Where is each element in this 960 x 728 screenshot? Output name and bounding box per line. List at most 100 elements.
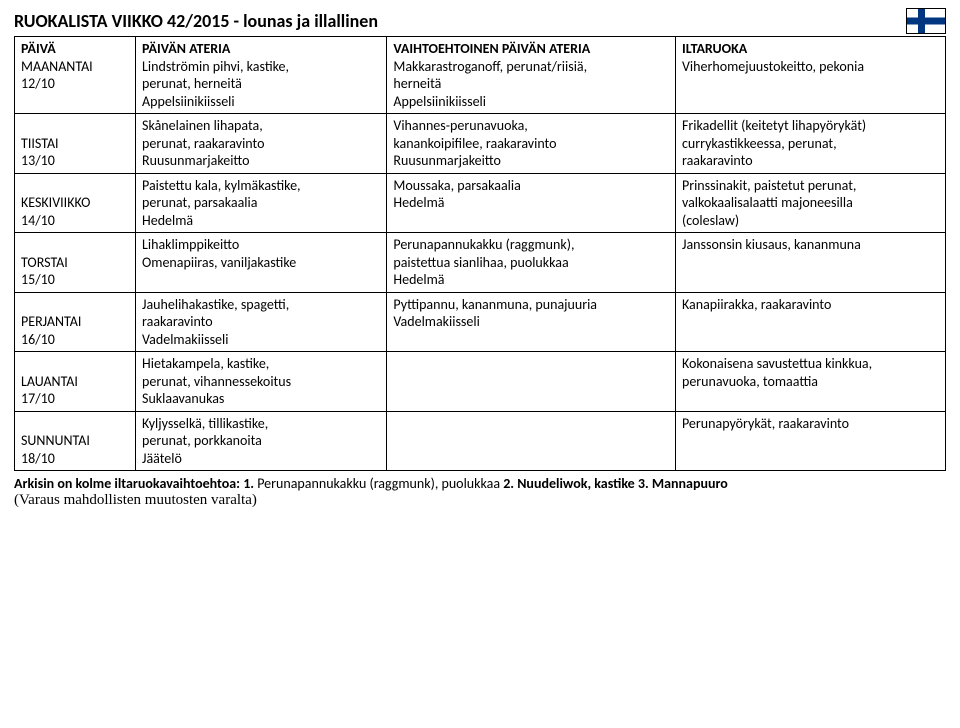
evening-meal: Perunapyörykät, raakaravinto: [675, 411, 945, 471]
evening-meal-line: (coleslaw): [682, 212, 939, 230]
day-cell: PÄIVÄMAANANTAI12/10: [15, 37, 136, 114]
main-meal-line: raakaravinto: [142, 313, 380, 331]
footer-opt1: Perunapannukakku (raggmunk), puolukkaa: [254, 475, 503, 492]
evening-meal-line: Perunapyörykät, raakaravinto: [682, 415, 939, 433]
main-meal-line: Kyljysselkä, tillikastike,: [142, 415, 380, 433]
day-date: 17/10: [21, 390, 129, 408]
main-meal: Kyljysselkä, tillikastike,perunat, porkk…: [136, 411, 387, 471]
alt-meal-line: Ruusunmarjakeitto: [393, 152, 669, 170]
table-row: KESKIVIIKKO14/10Paistettu kala, kylmäkas…: [15, 173, 946, 233]
main-meal-header: PÄIVÄN ATERIA: [142, 40, 380, 58]
main-meal-line: perunat, vihannessekoitus: [142, 373, 380, 391]
table-row: SUNNUNTAI18/10Kyljysselkä, tillikastike,…: [15, 411, 946, 471]
alt-meal: Moussaka, parsakaaliaHedelmä: [387, 173, 676, 233]
evening-meal: Kanapiirakka, raakaravinto: [675, 292, 945, 352]
evening-meal: Janssonsin kiusaus, kananmuna: [675, 233, 945, 293]
main-meal-line: Hedelmä: [142, 212, 380, 230]
day-cell: SUNNUNTAI18/10: [15, 411, 136, 471]
alt-meal: Vihannes-perunavuoka,kanankoipifilee, ra…: [387, 114, 676, 174]
evening-meal-line: perunavuoka, tomaattia: [682, 373, 939, 391]
main-meal-line: Jauhelihakastike, spagetti,: [142, 296, 380, 314]
col-day-header: PÄIVÄ: [21, 40, 56, 57]
day-date: 16/10: [21, 331, 129, 349]
evening-meal-header: ILTARUOKA: [682, 40, 939, 58]
main-meal: LihaklimppikeittoOmenapiiras, vaniljakas…: [136, 233, 387, 293]
day-date: 15/10: [21, 271, 129, 289]
alt-meal-line: paistettua sianlihaa, puolukkaa: [393, 254, 669, 272]
table-row: TIISTAI13/10Skånelainen lihapata,perunat…: [15, 114, 946, 174]
alt-meal-line: Vihannes-perunavuoka,: [393, 117, 669, 135]
table-row: TORSTAI15/10LihaklimppikeittoOmenapiiras…: [15, 233, 946, 293]
main-meal-line: perunat, raakaravinto: [142, 135, 380, 153]
alt-meal-line: Perunapannukakku (raggmunk),: [393, 236, 669, 254]
day-cell: KESKIVIIKKO14/10: [15, 173, 136, 233]
alt-meal-line: herneitä: [393, 75, 669, 93]
evening-meal-line: Kokonaisena savustettua kinkkua,: [682, 355, 939, 373]
evening-meal: Prinssinakit, paistetut perunat,valkokaa…: [675, 173, 945, 233]
alt-meal-header: VAIHTOEHTOINEN PÄIVÄN ATERIA: [393, 40, 669, 58]
main-meal: Jauhelihakastike, spagetti,raakaravintoV…: [136, 292, 387, 352]
alt-meal-line: Moussaka, parsakaalia: [393, 177, 669, 195]
evening-meal-line: valkokaalisalaatti majoneesilla: [682, 194, 939, 212]
evening-meal-line: Kanapiirakka, raakaravinto: [682, 296, 939, 314]
main-meal-line: Hietakampela, kastike,: [142, 355, 380, 373]
footer-b3: 3.: [638, 475, 649, 492]
day-cell: LAUANTAI17/10: [15, 352, 136, 412]
alt-meal-line: kanankoipifilee, raakaravinto: [393, 135, 669, 153]
header: RUOKALISTA VIIKKO 42/2015 - lounas ja il…: [14, 8, 946, 34]
day-name: PERJANTAI: [21, 313, 129, 331]
day-cell: TORSTAI15/10: [15, 233, 136, 293]
footer-opt2: Nuudeliwok, kastike: [514, 475, 638, 492]
evening-meal: ILTARUOKAViherhomejuustokeitto, pekonia: [675, 37, 945, 114]
main-meal-line: Ruusunmarjakeitto: [142, 152, 380, 170]
day-date: 13/10: [21, 152, 129, 170]
main-meal-line: Lindströmin pihvi, kastike,: [142, 58, 380, 76]
main-meal-line: Vadelmakiisseli: [142, 331, 380, 349]
main-meal-line: Skånelainen lihapata,: [142, 117, 380, 135]
footer-opt3: Mannapuuro: [649, 475, 728, 492]
alt-meal: VAIHTOEHTOINEN PÄIVÄN ATERIAMakkarastrog…: [387, 37, 676, 114]
table-row: PÄIVÄMAANANTAI12/10PÄIVÄN ATERIALindströ…: [15, 37, 946, 114]
alt-meal-line: Pyttipannu, kananmuna, punajuuria: [393, 296, 669, 314]
day-name: LAUANTAI: [21, 373, 129, 391]
day-cell: TIISTAI13/10: [15, 114, 136, 174]
footer: Arkisin on kolme iltaruokavaihtoehtoa: 1…: [14, 475, 946, 509]
main-meal-line: Omenapiiras, vaniljakastike: [142, 254, 380, 272]
day-name: TIISTAI: [21, 135, 129, 153]
main-meal-line: Paistettu kala, kylmäkastike,: [142, 177, 380, 195]
main-meal: Paistettu kala, kylmäkastike,perunat, pa…: [136, 173, 387, 233]
alt-meal: Perunapannukakku (raggmunk),paistettua s…: [387, 233, 676, 293]
finland-flag-icon: [906, 8, 946, 34]
day-date: 18/10: [21, 450, 129, 468]
main-meal-line: Suklaavanukas: [142, 390, 380, 408]
main-meal-line: perunat, porkkanoita: [142, 432, 380, 450]
main-meal: PÄIVÄN ATERIALindströmin pihvi, kastike,…: [136, 37, 387, 114]
alt-meal: [387, 352, 676, 412]
alt-meal-line: Vadelmakiisseli: [393, 313, 669, 331]
table-row: LAUANTAI17/10Hietakampela, kastike,perun…: [15, 352, 946, 412]
footer-lead: Arkisin on kolme iltaruokavaihtoehtoa: 1…: [14, 475, 254, 492]
evening-meal-line: Frikadellit (keitetyt lihapyörykät): [682, 117, 939, 135]
main-meal-line: Lihaklimppikeitto: [142, 236, 380, 254]
day-name: KESKIVIIKKO: [21, 194, 129, 212]
alt-meal: [387, 411, 676, 471]
alt-meal: Pyttipannu, kananmuna, punajuuriaVadelma…: [387, 292, 676, 352]
main-meal: Skånelainen lihapata,perunat, raakaravin…: [136, 114, 387, 174]
evening-meal-line: raakaravinto: [682, 152, 939, 170]
menu-table: PÄIVÄMAANANTAI12/10PÄIVÄN ATERIALindströ…: [14, 36, 946, 471]
footer-reserve: (Varaus mahdollisten muutosten varalta): [14, 492, 946, 509]
evening-meal-line: Prinssinakit, paistetut perunat,: [682, 177, 939, 195]
day-name: SUNNUNTAI: [21, 432, 129, 450]
day-date: 12/10: [21, 75, 129, 93]
page-title: RUOKALISTA VIIKKO 42/2015 - lounas ja il…: [14, 10, 378, 32]
footer-b2: 2.: [503, 475, 514, 492]
evening-meal-line: currykastikkeessa, perunat,: [682, 135, 939, 153]
main-meal-line: Appelsiinikiisseli: [142, 93, 380, 111]
main-meal: Hietakampela, kastike,perunat, vihanness…: [136, 352, 387, 412]
day-name: TORSTAI: [21, 254, 129, 272]
main-meal-line: perunat, parsakaalia: [142, 194, 380, 212]
evening-meal-line: Janssonsin kiusaus, kananmuna: [682, 236, 939, 254]
table-row: PERJANTAI16/10 Jauhelihakastike, spagetti…: [15, 292, 946, 352]
day-date: 14/10: [21, 212, 129, 230]
evening-meal: Kokonaisena savustettua kinkkua,perunavu…: [675, 352, 945, 412]
